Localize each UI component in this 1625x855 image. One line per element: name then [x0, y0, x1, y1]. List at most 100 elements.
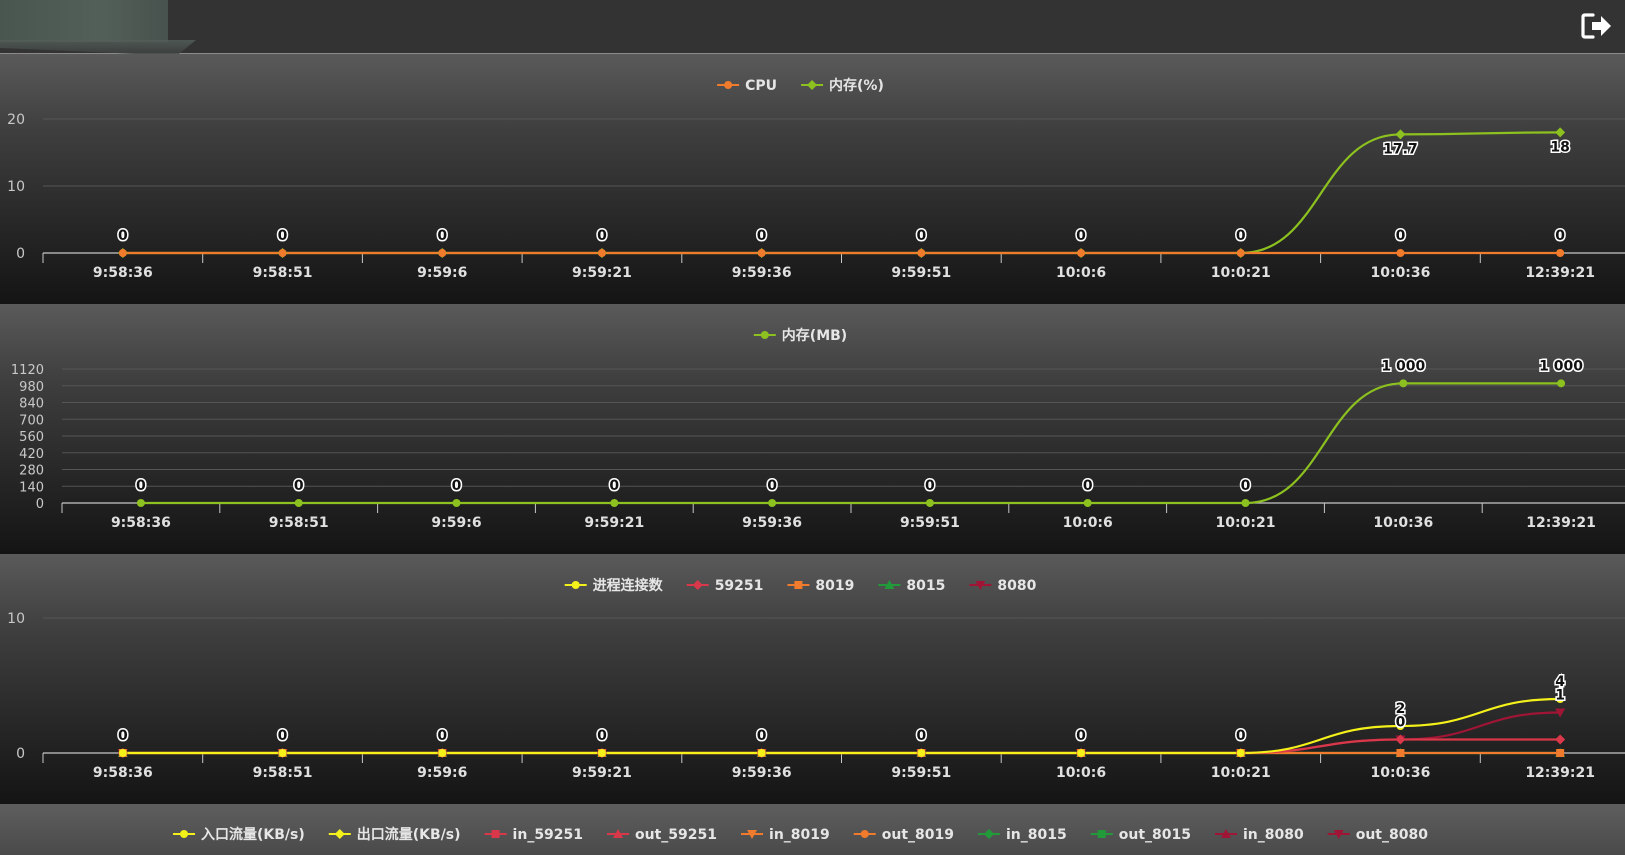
series-line-series [122, 697, 1561, 755]
connections-chart: 进程连接数 59251 8019 8015 8080 0 10 9:58:36 9:58:51 9… [0, 554, 1625, 804]
legend-marker [1220, 829, 1231, 838]
data-point-cpu [917, 249, 926, 257]
legend-label: 出口流量(KB/s) [357, 826, 461, 843]
series-group [117, 695, 1566, 758]
data-label: 0 [1241, 478, 1251, 494]
legend-item-series: 进程连接数 [564, 577, 664, 594]
legend-label: out_8080 [1356, 827, 1429, 843]
x-tick-label: 9:59:51 [900, 515, 960, 531]
data-point-mb [768, 499, 777, 507]
traffic-chart: 入口流量(KB/s) 出口流量(KB/s) in_59251 out_59251 in_… [0, 804, 1625, 855]
data-point-series [1077, 749, 1086, 757]
chart-legend: CPU 内存(%) [717, 77, 884, 94]
x-tick-label: 9:59:36 [742, 515, 802, 531]
x-tick-label: 9:59:36 [732, 765, 792, 781]
data-point-cpu [1077, 249, 1086, 257]
data-label: 0 [437, 728, 447, 744]
data-point-cpu [597, 249, 606, 257]
series-group [117, 127, 1566, 258]
legend-item-8080: 8080 [969, 578, 1037, 594]
legend-marker [334, 829, 345, 839]
legend-item-mb: 内存(MB) [753, 327, 847, 344]
data-point-mb [1241, 499, 1250, 507]
data-point-series [1555, 127, 1566, 138]
legend-item-cpu: CPU [717, 78, 777, 94]
legend-label: in_8015 [1006, 827, 1067, 843]
legend-item-in-59251: in_59251 [484, 827, 583, 843]
legend-marker [692, 580, 703, 590]
data-point-cpu [1236, 249, 1245, 257]
data-label: 0 [925, 478, 935, 494]
legend-item-series: 内存(%) [801, 77, 884, 94]
data-labels: 0 0 0 0 0 0 0 0 0 0 17.7 18 [116, 138, 1571, 246]
data-label: 0 [1396, 228, 1406, 244]
data-point-cpu [757, 249, 766, 257]
legend-label: in_59251 [513, 827, 583, 843]
x-tick-label: 9:59:51 [891, 765, 951, 781]
data-point-8019 [1396, 749, 1405, 757]
x-tick-label: 9:59:36 [732, 265, 792, 281]
data-label: 0 [1076, 228, 1086, 244]
x-tick-label: 10:0:6 [1063, 515, 1113, 531]
legend-marker [760, 331, 769, 339]
y-grid: 0 10 20 [7, 112, 1625, 262]
legend-label: 内存(%) [829, 77, 884, 94]
y-tick-label: 10 [7, 179, 25, 195]
series-group [136, 379, 1566, 507]
x-tick-label: 9:59:51 [891, 265, 951, 281]
legend-marker [724, 81, 733, 89]
legend-marker [491, 830, 500, 838]
x-tick-label: 12:39:21 [1525, 265, 1595, 281]
data-point-series [757, 749, 766, 757]
data-point-cpu [278, 249, 287, 257]
y-tick-label: 420 [19, 447, 44, 462]
data-label: 0 [1555, 228, 1565, 244]
x-tick-label: 9:58:36 [111, 515, 171, 531]
data-label: 0 [597, 228, 607, 244]
data-label: 18 [1550, 139, 1569, 155]
legend-label: out_59251 [635, 827, 717, 843]
legend-label: in_8080 [1243, 827, 1304, 843]
legend-item-kb-s: 出口流量(KB/s) [328, 826, 461, 843]
cpu-memory-percent-chart: CPU 内存(%) 0 10 20 9:58:36 9:58:51 9:59:6 9:59:21… [0, 54, 1625, 304]
x-tick-label: 10:0:21 [1211, 765, 1271, 781]
data-label: 0 [609, 478, 619, 494]
x-tick-label: 9:59:21 [572, 765, 632, 781]
data-label: 17.7 [1383, 141, 1418, 157]
legend-marker [1097, 830, 1106, 838]
data-point-mb [925, 499, 934, 507]
logout-icon[interactable] [1580, 10, 1614, 42]
data-point-series [1556, 695, 1565, 703]
legend-label: 内存(MB) [782, 327, 847, 344]
legend-item-in-8015: in_8015 [978, 827, 1067, 843]
legend-marker [807, 80, 818, 90]
legend-marker [1333, 830, 1344, 839]
y-tick-label: 0 [16, 746, 25, 762]
data-label: 0 [437, 228, 447, 244]
x-tick-label: 10:0:6 [1056, 765, 1106, 781]
data-label: 0 [1076, 728, 1086, 744]
legend-item-in-8080: in_8080 [1214, 827, 1304, 843]
x-tick-label: 9:59:6 [417, 265, 467, 281]
series-line-series [122, 131, 1561, 255]
legend-item-in-8019: in_8019 [741, 827, 830, 843]
chart-legend: 进程连接数 59251 8019 8015 8080 [564, 577, 1037, 594]
x-tick-label: 9:59:6 [417, 765, 467, 781]
legend-label: 入口流量(KB/s) [201, 826, 305, 843]
legend-item-out-8015: out_8015 [1090, 827, 1191, 843]
data-label: 0 [278, 728, 288, 744]
data-point-series [597, 749, 606, 757]
y-tick-label: 700 [19, 413, 44, 428]
data-point-series [1396, 722, 1405, 730]
data-point-cpu [1556, 249, 1565, 257]
data-label: 0 [1083, 478, 1093, 494]
x-tick-label: 10:0:21 [1211, 265, 1271, 281]
data-point-8019 [1556, 749, 1565, 757]
legend-marker [571, 581, 580, 589]
logout-icon-glyph [1581, 13, 1611, 39]
data-label: 1 [1555, 688, 1565, 704]
data-label: 0 [118, 228, 128, 244]
